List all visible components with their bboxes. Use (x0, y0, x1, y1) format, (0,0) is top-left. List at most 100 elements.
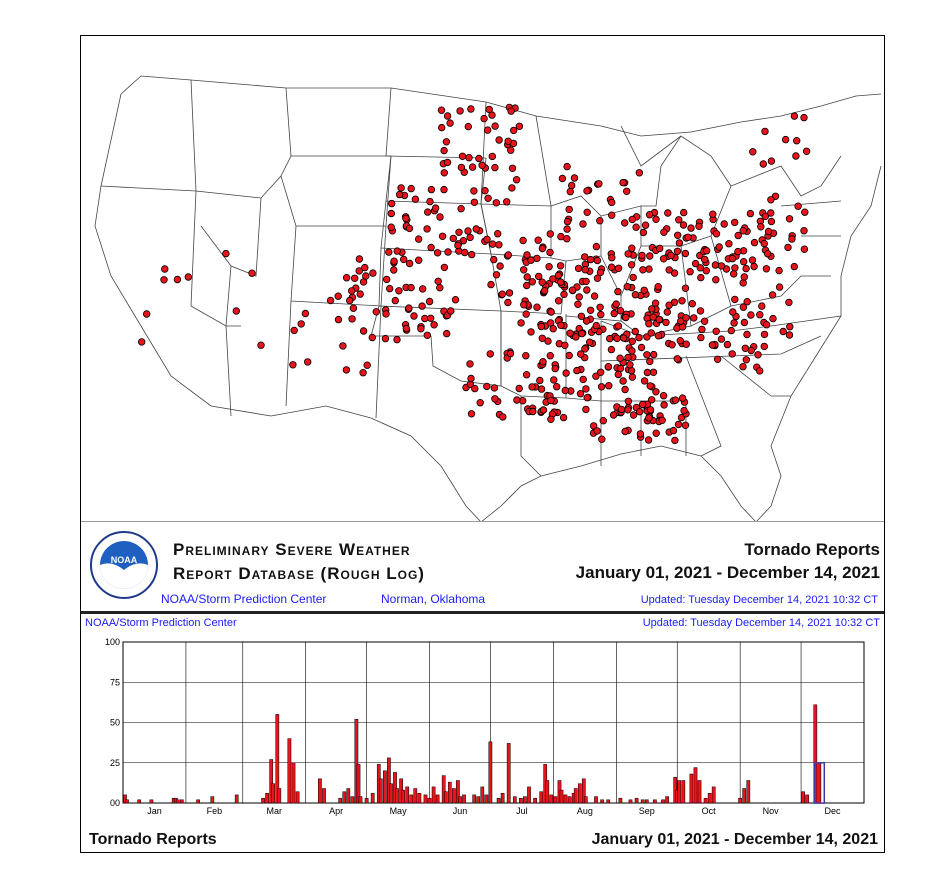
tornado-report-dot (784, 243, 792, 252)
tornado-report-dot (433, 249, 442, 257)
tornado-report-dot (697, 273, 705, 282)
tornado-report-dot (523, 273, 531, 281)
tornado-report-dot (547, 308, 555, 316)
daily-count-bar (383, 770, 387, 804)
tornado-report-dot (647, 329, 655, 337)
tornado-report-dot (624, 406, 632, 414)
tornado-report-dot (423, 225, 431, 233)
tornado-report-dot (390, 266, 398, 274)
tornado-report-dot (491, 163, 499, 172)
tornado-report-dot (351, 274, 359, 282)
tornado-report-dot (515, 384, 523, 393)
tornado-report-dot (582, 405, 590, 414)
tornado-report-dot (471, 384, 479, 393)
tornado-report-dot (426, 197, 434, 206)
tornado-report-dot (346, 296, 354, 305)
tornado-report-dot (549, 325, 557, 333)
tornado-report-dot (545, 262, 553, 271)
tornado-report-dot (592, 242, 601, 251)
tornado-report-dot (383, 275, 391, 284)
tornado-report-dot (730, 270, 738, 278)
month-label: Mar (266, 806, 282, 816)
svg-text:NOAA: NOAA (111, 555, 138, 565)
tornado-report-dot (728, 254, 737, 263)
tornado-report-dot (390, 257, 398, 265)
month-label: Dec (825, 806, 842, 816)
tornado-report-dot (546, 230, 554, 238)
tornado-report-dot (788, 235, 796, 243)
daily-count-bar (125, 799, 129, 804)
tornado-report-dot (387, 209, 395, 218)
tornado-report-dot (646, 382, 654, 390)
tornado-report-dot (759, 160, 767, 168)
tornado-report-dot (512, 175, 521, 184)
tornado-report-dot (356, 290, 364, 298)
tornado-report-dot (566, 187, 574, 196)
tornado-report-dot (464, 227, 472, 235)
histogram-labels: 00 25 50 75 100 Jan Feb Mar Apr May Jun Jul Aug Sep Oc… (105, 637, 841, 816)
tornado-report-dot (508, 184, 516, 192)
tornado-report-dot (483, 382, 491, 391)
tornado-report-dot (712, 229, 721, 238)
daily-count-bar (644, 799, 649, 804)
tornado-report-dot (764, 227, 773, 236)
daily-count-bar (458, 796, 462, 804)
tornado-report-dot (617, 405, 626, 414)
tornado-report-dot (513, 396, 521, 404)
tornado-report-dot (743, 330, 751, 339)
daily-count-bar (364, 797, 369, 804)
tornado-report-dot (458, 152, 467, 160)
tornado-report-dot (742, 264, 750, 273)
tornado-report-dot (359, 327, 368, 335)
daily-count-bar (409, 794, 414, 804)
daily-count-bar (277, 788, 282, 804)
tornado-report-dot (520, 301, 528, 309)
tornado-report-dot (593, 256, 602, 265)
tornado-report-dot (517, 319, 525, 327)
tornado-report-dot (675, 216, 683, 224)
tornado-report-dot (359, 369, 367, 377)
tornado-report-dot (393, 335, 401, 344)
tornado-report-dot (800, 113, 808, 122)
tornado-report-dot (675, 239, 684, 247)
tornado-report-dot (363, 361, 371, 369)
month-label: Oct (702, 806, 717, 816)
daily-count-bar (606, 799, 611, 804)
month-label: Jan (147, 806, 162, 816)
tornado-report-dot (652, 215, 660, 223)
tornado-report-dot (349, 304, 358, 312)
tornado-report-dot (562, 369, 570, 377)
tornado-report-dot (503, 198, 511, 206)
tornado-report-dot (440, 185, 448, 194)
tornado-report-dot (362, 272, 370, 280)
tornado-report-dot (468, 250, 476, 259)
tornado-report-dot (639, 228, 648, 237)
tornado-report-dot (579, 220, 587, 228)
tornado-report-dot (402, 214, 410, 223)
tornado-report-dot (637, 343, 646, 352)
tornado-report-dot (417, 325, 425, 333)
tornado-report-dot (720, 220, 728, 228)
tornado-report-dot (173, 275, 182, 284)
histogram-org: NOAA/Storm Prediction Center (85, 617, 237, 629)
tornado-report-dot (483, 235, 491, 243)
tornado-report-dot (560, 290, 568, 299)
tornado-report-dot (326, 296, 335, 305)
tornado-report-dot (519, 236, 527, 245)
tornado-report-dot (541, 286, 549, 295)
org-location: Norman, Oklahoma (381, 592, 486, 606)
tornado-report-dot (561, 386, 569, 395)
daily-count-bar (447, 781, 452, 804)
daily-count-bar (519, 797, 523, 804)
tornado-report-dot (779, 327, 787, 336)
tornado-report-dot (528, 383, 536, 391)
tornado-report-dot (785, 331, 794, 339)
tornado-report-dot (684, 233, 692, 241)
tornado-report-dot (800, 226, 808, 235)
tornado-report-dot (510, 126, 518, 135)
daily-count-bar (600, 799, 604, 804)
tornado-report-dot (757, 223, 765, 231)
tornado-report-dot (527, 328, 535, 336)
report-banner: NOAA Preliminary Severe Weather Report D… (81, 521, 884, 612)
daily-count-bar (496, 797, 501, 804)
